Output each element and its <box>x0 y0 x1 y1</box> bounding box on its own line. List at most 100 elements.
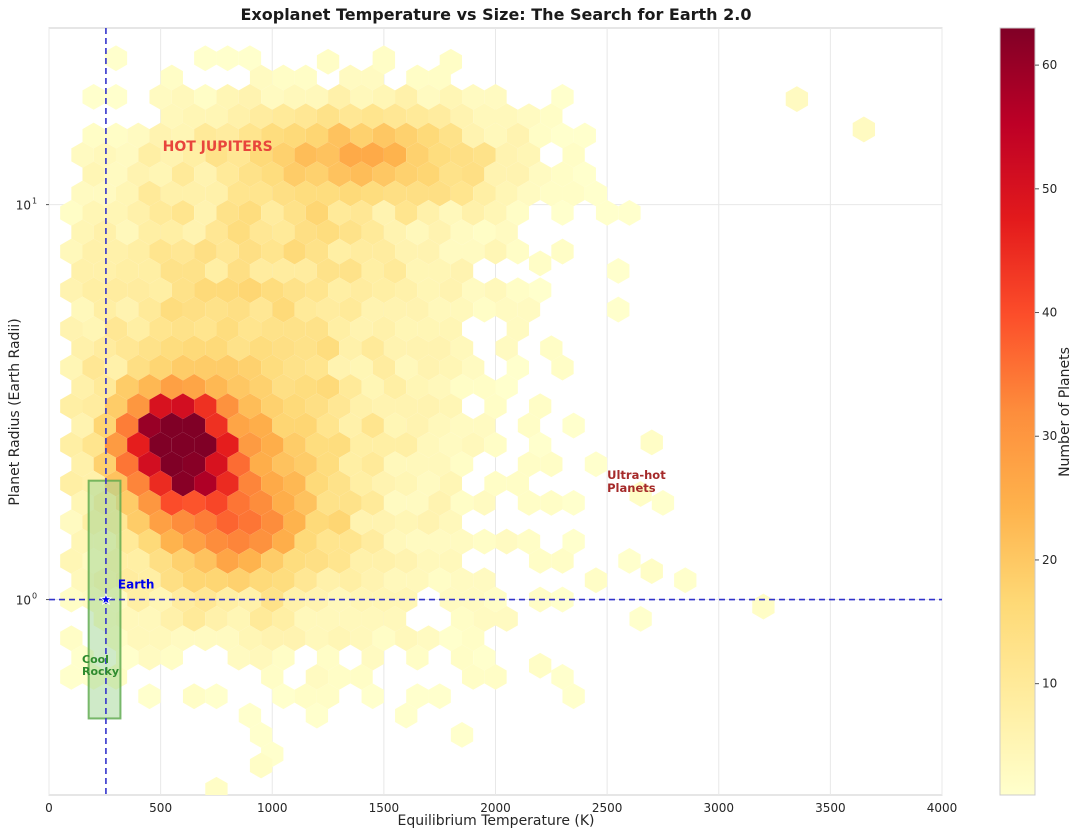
hex-cell <box>417 199 440 226</box>
hex-cell <box>182 335 206 362</box>
hex-cell <box>506 238 529 265</box>
hex-cell <box>249 451 273 478</box>
hex-cell <box>149 83 172 110</box>
hex-cell <box>462 354 485 381</box>
hex-cell <box>383 219 407 246</box>
hex-cell <box>182 606 206 632</box>
hex-cell <box>562 412 585 439</box>
x-tick-label: 3000 <box>703 801 734 815</box>
hex-cell <box>138 219 161 246</box>
hex-cell <box>339 412 362 439</box>
hex-cell <box>406 296 429 323</box>
hex-cell <box>93 451 116 478</box>
hex-cell <box>584 180 608 207</box>
hex-cell <box>71 335 94 362</box>
hex-cell <box>182 180 206 207</box>
x-tick-label: 4000 <box>927 801 958 815</box>
hex-cell <box>138 490 161 516</box>
x-tick-label: 500 <box>149 801 172 815</box>
hex-cell <box>138 412 161 439</box>
hex-cell <box>361 180 384 207</box>
hex-cell <box>573 161 596 188</box>
hex-cell <box>473 103 496 130</box>
hex-cell <box>238 470 262 497</box>
hex-cell <box>60 315 83 342</box>
hex-cell <box>551 199 574 226</box>
hex-cell <box>238 393 262 420</box>
colorbar-tick-label: 50 <box>1042 182 1057 196</box>
hex-cell <box>517 296 541 323</box>
hex-cell <box>383 412 407 439</box>
hex-cell <box>350 393 373 420</box>
hex-cell <box>272 335 295 362</box>
hex-cell <box>249 722 273 748</box>
hex-cell <box>361 296 384 323</box>
hex-cell <box>495 296 518 323</box>
hex-cell <box>194 548 217 574</box>
hex-cell <box>171 509 195 536</box>
hex-cell <box>428 180 451 207</box>
hex-cell <box>361 567 384 594</box>
hex-cell <box>462 122 485 149</box>
hex-cell <box>528 548 552 574</box>
hex-cell <box>528 652 552 679</box>
hex-cell <box>249 141 273 168</box>
hex-cell <box>82 122 105 149</box>
reference-lines <box>49 28 942 795</box>
hex-cell <box>82 393 105 420</box>
hex-cell <box>316 257 340 284</box>
hex-cell <box>227 490 250 516</box>
hex-cell <box>149 277 172 304</box>
hex-cell <box>462 83 485 110</box>
hex-cell <box>339 219 362 246</box>
hex-cell <box>227 567 250 594</box>
hex-cell <box>283 315 306 342</box>
hex-cell <box>372 548 396 574</box>
hex-cell <box>406 64 429 91</box>
hex-cell <box>361 451 384 478</box>
hex-cell <box>305 509 329 536</box>
hex-cell <box>160 606 183 632</box>
hex-cell <box>138 606 161 632</box>
hex-cell <box>238 45 262 72</box>
hex-cell <box>194 83 217 110</box>
hex-cell <box>272 257 295 284</box>
hex-cell <box>339 257 362 284</box>
hex-cell <box>450 528 474 555</box>
hex-cell <box>462 161 485 188</box>
hex-cell <box>160 335 183 362</box>
hex-cell <box>584 567 608 594</box>
earth-star-marker <box>99 592 113 605</box>
hex-cell <box>528 122 552 149</box>
hex-cell <box>473 567 496 594</box>
hex-cell <box>473 180 496 207</box>
hex-cell <box>551 664 574 690</box>
hex-cell <box>160 412 183 439</box>
hex-cell <box>484 586 507 613</box>
hex-cell <box>115 180 139 207</box>
hex-cell <box>328 393 351 420</box>
hex-cell <box>238 702 262 729</box>
hex-cell <box>104 122 128 149</box>
hex-cell <box>372 354 396 381</box>
hex-cell <box>205 683 228 710</box>
hex-cell <box>484 393 507 420</box>
hex-cell <box>60 238 83 265</box>
hex-cell <box>171 83 195 110</box>
hex-cell <box>227 451 250 478</box>
hex-cell <box>674 567 697 594</box>
x-tick-label: 3500 <box>815 801 846 815</box>
hex-cell <box>82 199 105 226</box>
hex-cell <box>495 335 518 362</box>
hex-cell <box>238 161 262 188</box>
hex-cell <box>216 548 239 574</box>
hex-cell <box>283 354 306 381</box>
hex-cell <box>305 548 329 574</box>
hex-cell <box>517 412 541 439</box>
hex-cell <box>417 161 440 188</box>
hex-cell <box>328 432 351 458</box>
hex-cell <box>528 250 552 277</box>
hex-cell <box>149 393 172 420</box>
hex-cell <box>283 122 306 149</box>
